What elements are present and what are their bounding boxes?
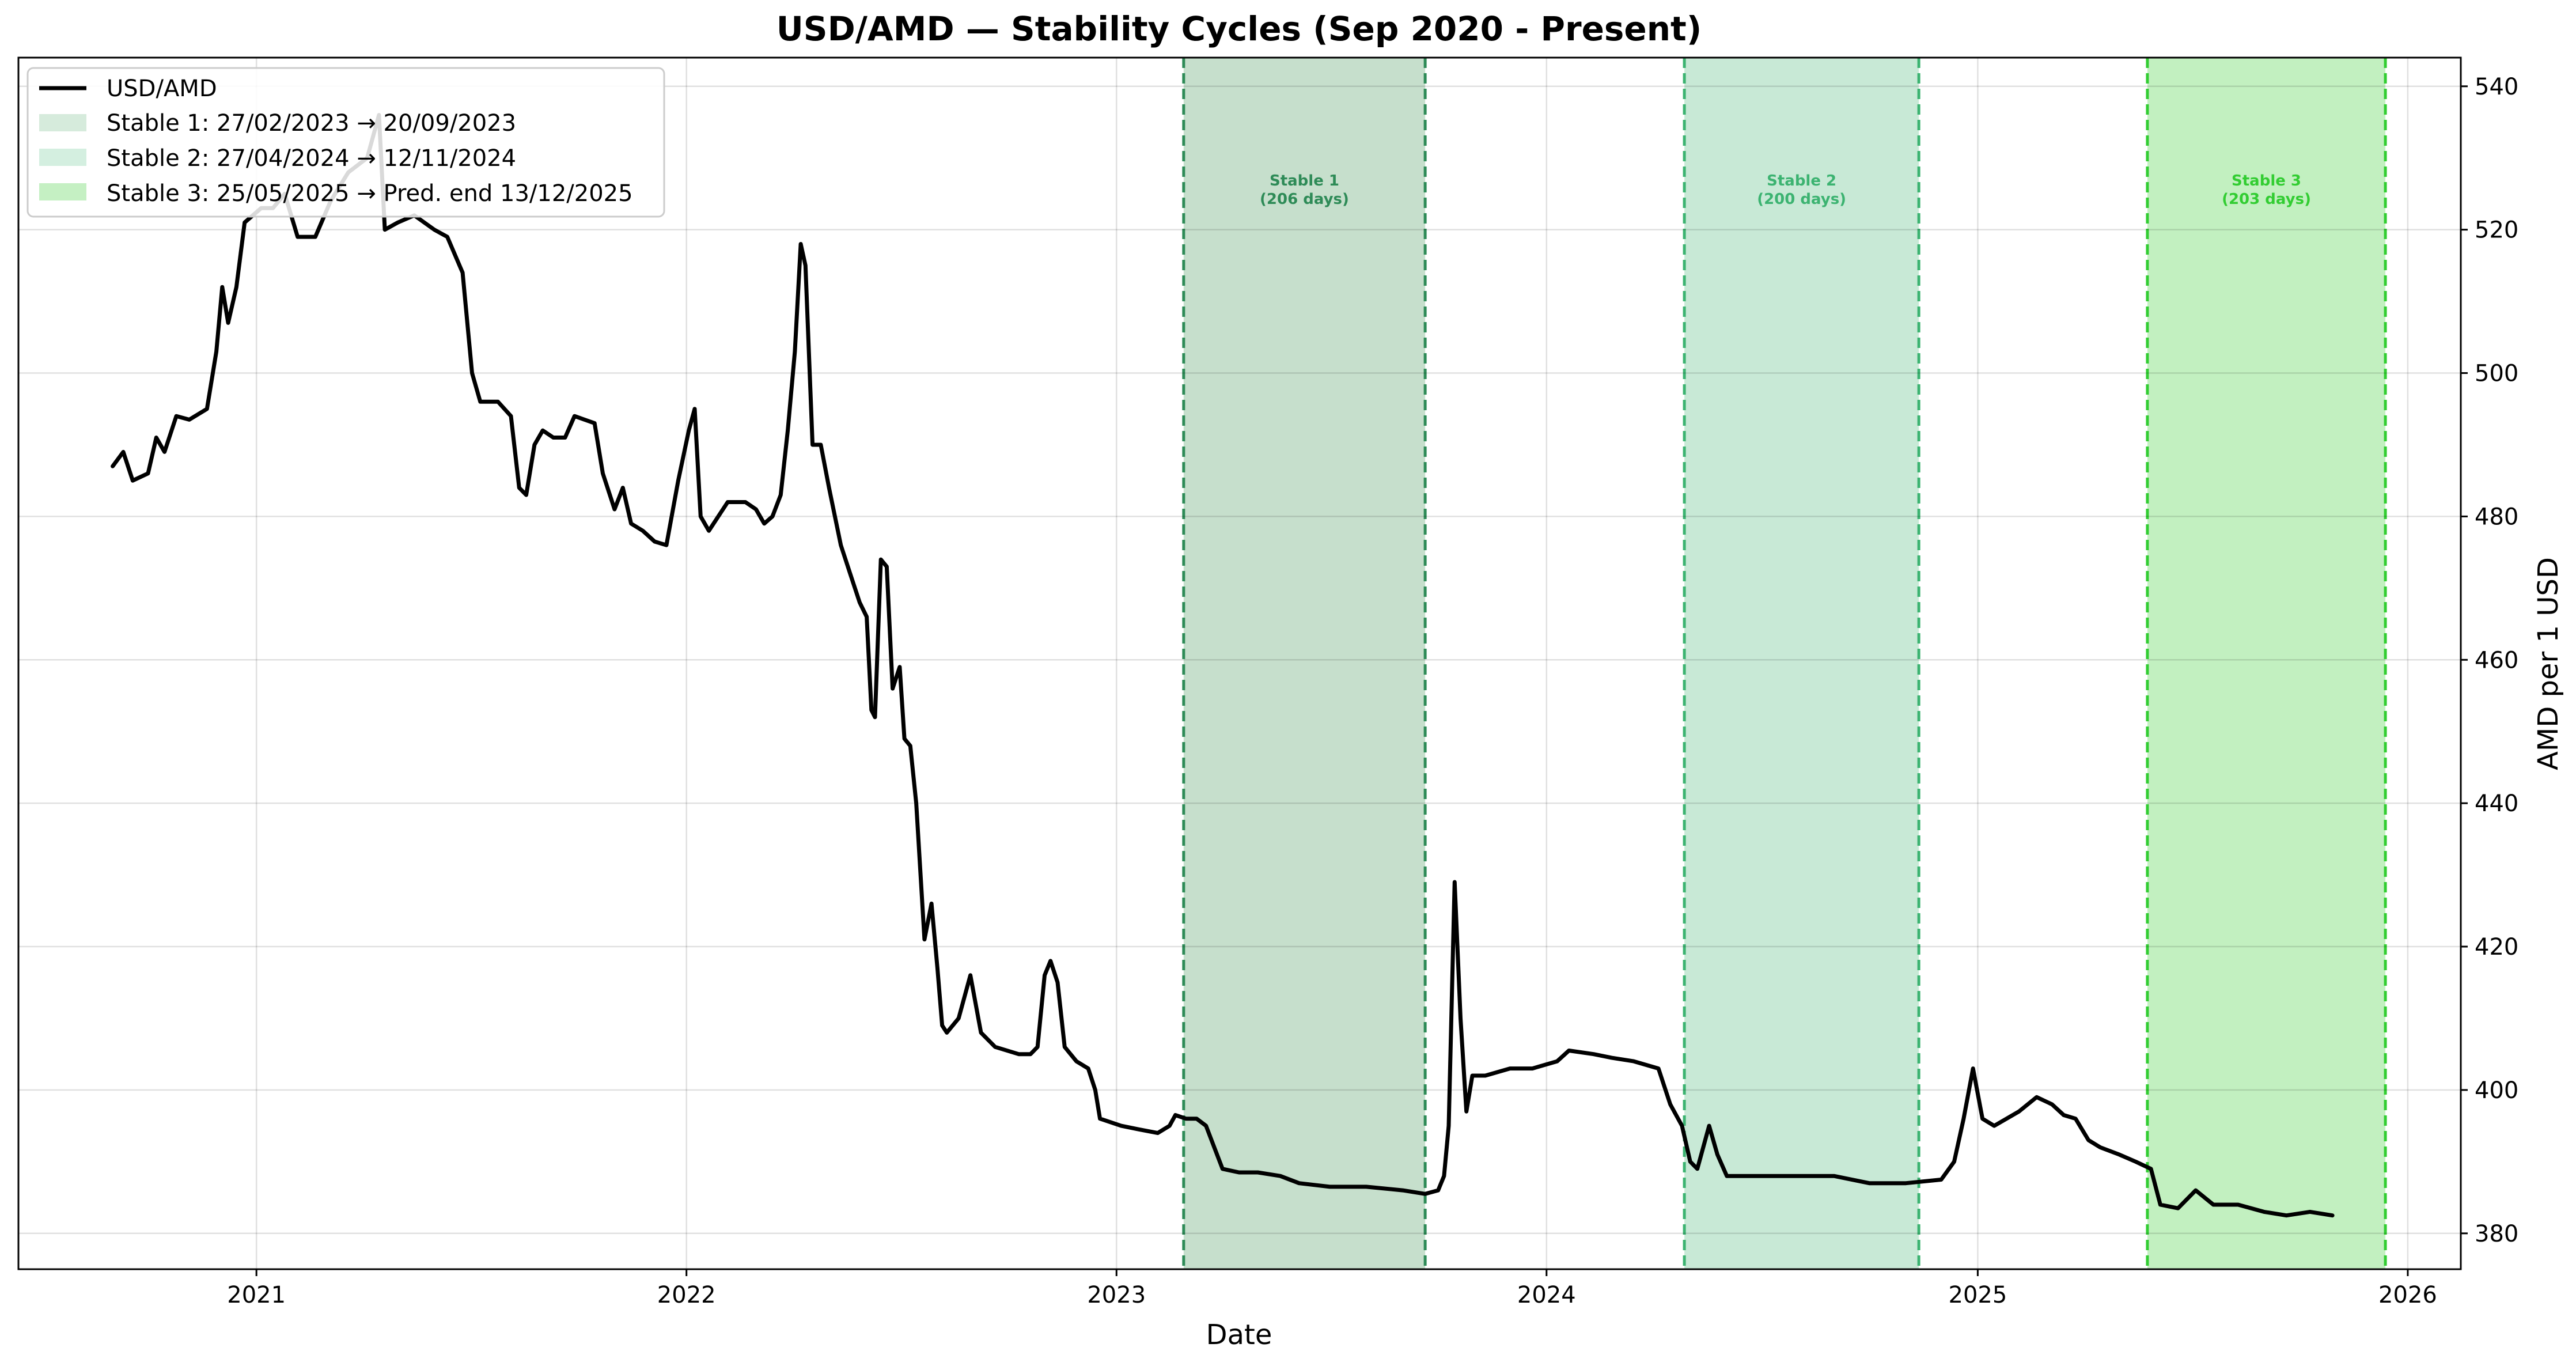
legend-item-stable-3: Stable 3: 25/05/2025 → Pred. end 13/12/2…: [107, 180, 633, 207]
y-tick-label: 400: [2475, 1077, 2518, 1104]
stable-band-1: [1183, 58, 1426, 1269]
stable-band-label-1: Stable 1: [1270, 172, 1339, 190]
y-tick-label: 460: [2475, 647, 2518, 673]
x-tick-label: 2023: [1087, 1282, 1146, 1308]
x-tick-label: 2024: [1517, 1282, 1576, 1308]
legend-item-stable-2: Stable 2: 27/04/2024 → 12/11/2024: [107, 145, 516, 172]
x-axis-ticks: 2021 2022 2023 2024 2025 2026: [227, 1269, 2437, 1308]
legend: USD/AMD Stable 1: 27/02/2023 → 20/09/202…: [26, 67, 665, 218]
x-axis-label: Date: [1206, 1319, 1272, 1351]
y-tick-label: 480: [2475, 504, 2518, 530]
x-tick-label: 2025: [1949, 1282, 2007, 1308]
legend-item-series: USD/AMD: [107, 75, 217, 102]
stable-bands: Stable 1(206 days) Stable 2(200 days) Stab…: [1182, 58, 2387, 1269]
y-tick-label: 500: [2475, 361, 2518, 387]
stable-band-3: [2147, 58, 2386, 1269]
legend-box: [26, 67, 665, 218]
stable-band-duration-2: (200 days): [1757, 191, 1846, 208]
chart-title: USD/AMD — Stability Cycles (Sep 2020 - P…: [776, 9, 1702, 48]
stable-band-label-2: Stable 2: [1767, 172, 1836, 190]
y-tick-label: 380: [2475, 1221, 2518, 1247]
legend-swatch-stable-1: [39, 114, 86, 131]
y-axis-label: AMD per 1 USD: [2532, 557, 2564, 770]
grid-lines: [18, 58, 2461, 1269]
plot-frame: [17, 56, 2462, 1270]
stable-band-label-3: Stable 3: [2232, 172, 2301, 190]
series-line-usd-amd: [111, 113, 2335, 1218]
x-tick-label: 2026: [2378, 1282, 2437, 1308]
legend-swatch-stable-3: [39, 183, 86, 200]
legend-swatch-stable-2: [39, 149, 86, 166]
y-tick-label: 440: [2475, 790, 2518, 817]
y-tick-label: 540: [2475, 74, 2518, 100]
stable-band-duration-1: (206 days): [1260, 191, 1349, 208]
legend-item-stable-1: Stable 1: 27/02/2023 → 20/09/2023: [107, 110, 516, 137]
y-axis-ticks: 380 400 420 440 460 480 500 520 540: [2461, 74, 2518, 1247]
y-tick-label: 420: [2475, 934, 2518, 960]
x-tick-label: 2021: [227, 1282, 286, 1308]
series-lines: [111, 113, 2335, 1218]
y-tick-label: 520: [2475, 217, 2518, 244]
stable-band-duration-3: (203 days): [2222, 191, 2311, 208]
x-tick-label: 2022: [657, 1282, 716, 1308]
stable-band-2: [1684, 58, 1919, 1269]
